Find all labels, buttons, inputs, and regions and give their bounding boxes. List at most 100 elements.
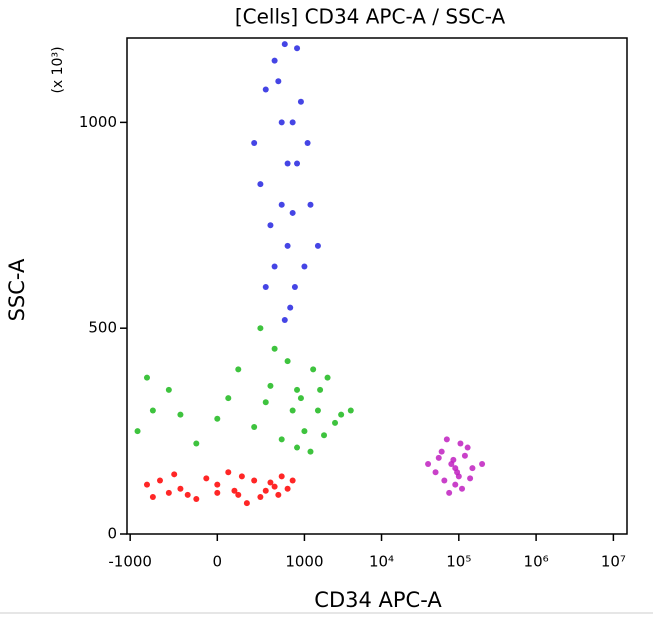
point: [267, 222, 274, 229]
point: [284, 358, 291, 365]
point: [214, 481, 221, 488]
point: [446, 489, 453, 496]
point: [294, 45, 301, 52]
point: [467, 475, 474, 482]
point: [193, 496, 200, 503]
point: [257, 325, 264, 332]
point: [231, 487, 238, 494]
point: [193, 440, 200, 447]
point: [314, 242, 321, 249]
point: [479, 461, 486, 468]
x-tick-label: 10⁶: [524, 553, 549, 571]
point: [284, 160, 291, 167]
point: [251, 423, 258, 430]
point: [251, 139, 258, 146]
point: [289, 407, 296, 414]
point: [203, 475, 210, 482]
point: [294, 160, 301, 167]
point: [284, 485, 291, 492]
point: [321, 432, 328, 439]
point: [262, 284, 269, 291]
point: [262, 487, 269, 494]
point: [294, 386, 301, 393]
point: [338, 411, 345, 418]
point: [278, 436, 285, 443]
point: [438, 448, 445, 455]
plot-frame: [126, 37, 628, 535]
point: [143, 481, 150, 488]
point: [464, 444, 471, 451]
point: [297, 98, 304, 105]
point: [332, 419, 339, 426]
point: [271, 483, 278, 490]
point: [425, 461, 432, 468]
point: [149, 493, 156, 500]
point: [165, 489, 172, 496]
point: [307, 448, 314, 455]
point: [278, 473, 285, 480]
point: [281, 316, 288, 323]
point: [184, 491, 191, 498]
y-axis-multiplier: (x 10³): [50, 46, 66, 93]
point: [149, 407, 156, 414]
point: [165, 386, 172, 393]
point: [243, 500, 250, 507]
y-tick-label: 500: [88, 319, 117, 337]
point: [275, 78, 282, 85]
point: [301, 428, 308, 435]
point: [251, 477, 258, 484]
point: [267, 382, 274, 389]
point: [289, 209, 296, 216]
point: [257, 181, 264, 188]
point: [284, 242, 291, 249]
point: [452, 465, 459, 472]
x-tick-label: 10⁷: [601, 553, 626, 571]
point: [443, 436, 450, 443]
point: [441, 477, 448, 484]
point: [134, 428, 141, 435]
point: [287, 304, 294, 311]
point: [297, 395, 304, 402]
point: [235, 491, 242, 498]
point: [307, 201, 314, 208]
point: [177, 485, 184, 492]
point: [291, 284, 298, 291]
point: [289, 119, 296, 126]
x-tick-label: 1000: [285, 553, 323, 571]
point: [171, 471, 178, 478]
point: [450, 456, 457, 463]
point: [214, 489, 221, 496]
point: [278, 119, 285, 126]
point: [301, 263, 308, 270]
point: [457, 440, 464, 447]
point: [304, 139, 311, 146]
point: [459, 485, 466, 492]
point: [317, 386, 324, 393]
y-axis-label: SSC-A: [5, 258, 29, 321]
point: [267, 479, 274, 486]
point: [262, 399, 269, 406]
point: [235, 366, 242, 373]
x-tick-label: 10⁵: [446, 553, 471, 571]
point: [225, 395, 232, 402]
point: [347, 407, 354, 414]
x-tick-label: 0: [213, 553, 223, 571]
point: [214, 415, 221, 422]
point: [324, 374, 331, 381]
point: [435, 454, 442, 461]
point: [156, 477, 163, 484]
point: [271, 345, 278, 352]
point: [278, 201, 285, 208]
point: [281, 41, 288, 48]
point: [271, 263, 278, 270]
point: [262, 86, 269, 93]
point: [294, 444, 301, 451]
point: [143, 374, 150, 381]
point: [452, 481, 459, 488]
point: [289, 477, 296, 484]
point: [275, 491, 282, 498]
point: [271, 57, 278, 64]
point: [432, 469, 439, 476]
point: [314, 407, 321, 414]
